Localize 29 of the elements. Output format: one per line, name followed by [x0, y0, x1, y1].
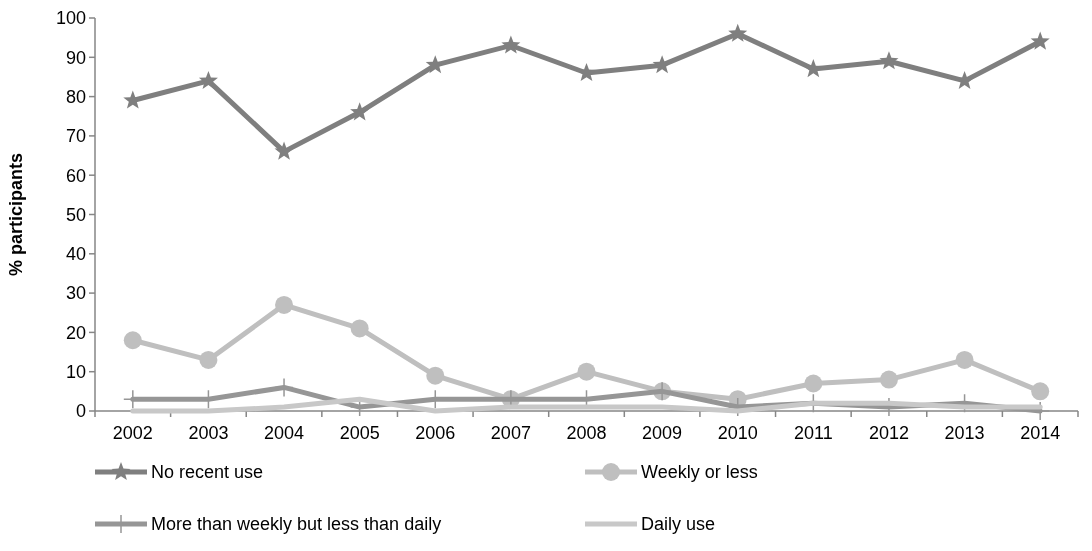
x-tick-label: 2003: [188, 423, 229, 443]
y-tick-label: 40: [65, 244, 86, 265]
legend-label: Daily use: [641, 514, 716, 535]
y-tick-label: 70: [65, 126, 86, 147]
x-tick-label: 2010: [717, 423, 758, 443]
legend-label: More than weekly but less than daily: [151, 514, 442, 535]
y-axis-title: % participants: [6, 152, 26, 277]
x-tick-label: 2014: [1020, 423, 1061, 443]
y-tick-label: 0: [75, 401, 86, 422]
x-tick-label: 2006: [415, 423, 456, 443]
x-tick-label: 2002: [112, 423, 153, 443]
y-tick-label: 60: [65, 165, 86, 186]
x-tick-label: 2013: [944, 423, 985, 443]
legend-label: Weekly or less: [641, 462, 758, 483]
x-tick-label: 2011: [793, 423, 833, 443]
x-tick-label: 2009: [642, 423, 683, 443]
y-tick-label: 50: [65, 204, 86, 225]
x-tick-label: 2008: [566, 423, 607, 443]
y-tick-label: 80: [65, 86, 86, 107]
legend-label: No recent use: [151, 462, 264, 483]
y-tick-label: 90: [65, 47, 86, 68]
x-tick-label: 2007: [490, 423, 531, 443]
y-tick-label: 30: [65, 283, 86, 304]
y-tick-label: 10: [65, 362, 86, 382]
x-tick-label: 2012: [868, 423, 909, 443]
y-tick-label: 20: [65, 322, 86, 343]
x-tick-label: 2004: [264, 423, 305, 443]
x-tick-label: 2005: [339, 423, 380, 443]
y-tick-label: 100: [55, 8, 86, 29]
